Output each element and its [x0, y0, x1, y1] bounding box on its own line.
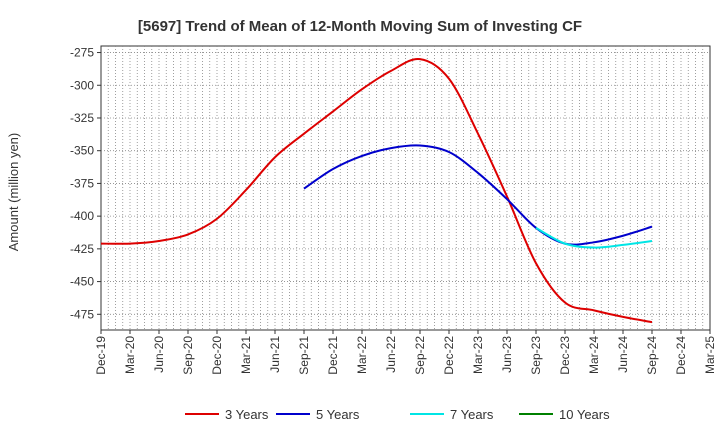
- x-tick-label: Jun-20: [152, 336, 166, 373]
- x-tick-label: Jun-23: [500, 336, 514, 373]
- x-tick-label: Mar-22: [355, 336, 369, 374]
- legend-label-5-years: 5 Years: [316, 407, 360, 422]
- legend: 3 Years 5 Years 7 Years 10 Years: [185, 407, 610, 422]
- y-tick-label: -375: [70, 176, 94, 190]
- x-tick-label: Mar-23: [471, 336, 485, 374]
- x-tick-label: Mar-25: [703, 336, 717, 374]
- y-tick-label: -400: [70, 209, 94, 223]
- chart-title: [5697] Trend of Mean of 12-Month Moving …: [138, 18, 582, 35]
- x-tick-label: Mar-24: [587, 336, 601, 374]
- y-tick-label: -425: [70, 242, 94, 256]
- x-tick-label: Dec-21: [326, 336, 340, 375]
- legend-label-7-years: 7 Years: [450, 407, 494, 422]
- x-tick-label: Dec-24: [674, 336, 688, 375]
- x-tick-label: Jun-24: [616, 336, 630, 373]
- legend-label-10-years: 10 Years: [559, 407, 610, 422]
- x-tick-label: Sep-20: [181, 336, 195, 375]
- y-tick-label: -300: [70, 78, 94, 92]
- y-axis: -275 -300 -325 -350 -375 -400 -425 -450 -475: [70, 46, 101, 321]
- x-tick-label: Dec-22: [442, 336, 456, 375]
- x-tick-label: Dec-20: [210, 336, 224, 375]
- x-tick-label: Sep-22: [413, 336, 427, 375]
- x-tick-label: Dec-19: [94, 336, 108, 375]
- y-tick-label: -275: [70, 46, 94, 60]
- legend-label-3-years: 3 Years: [225, 407, 269, 422]
- x-tick-label: Mar-20: [123, 336, 137, 374]
- y-tick-label: -325: [70, 111, 94, 125]
- x-axis: Dec-19 Mar-20 Jun-20 Sep-20 Dec-20 Mar-21 Jun-…: [94, 330, 717, 375]
- y-tick-label: -450: [70, 275, 94, 289]
- series-line-5-years: [303, 144, 653, 246]
- x-tick-label: Jun-22: [384, 336, 398, 373]
- series-line-3-years: [100, 58, 653, 324]
- x-tick-label: Mar-21: [239, 336, 253, 374]
- x-tick-label: Jun-21: [268, 336, 282, 373]
- x-tick-label: Dec-23: [558, 336, 572, 375]
- x-tick-label: Sep-24: [645, 336, 659, 375]
- x-tick-label: Sep-21: [297, 336, 311, 375]
- series-lines: [100, 58, 653, 324]
- y-tick-label: -475: [70, 307, 94, 321]
- y-tick-label: -350: [70, 144, 94, 158]
- y-axis-label: Amount (million yen): [6, 133, 21, 252]
- series-line-7-years: [535, 227, 653, 249]
- x-tick-label: Sep-23: [529, 336, 543, 375]
